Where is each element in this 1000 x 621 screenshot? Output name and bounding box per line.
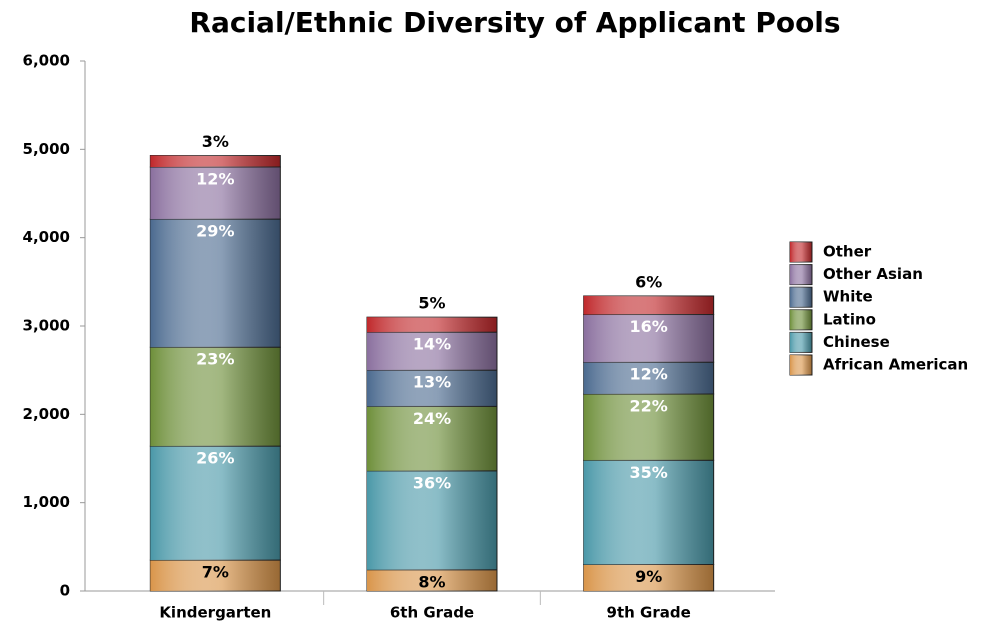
- bar-segment: [149, 155, 281, 168]
- y-tick-label: 6,000: [23, 52, 70, 70]
- data-label: 14%: [413, 335, 451, 354]
- chart-title: Racial/Ethnic Diversity of Applicant Poo…: [189, 6, 840, 39]
- data-label: 12%: [196, 170, 234, 189]
- y-tick-label: 5,000: [23, 140, 70, 158]
- data-label: 29%: [196, 222, 234, 241]
- x-tick-label: 9th Grade: [607, 604, 691, 621]
- x-tick-label: Kindergarten: [159, 604, 271, 621]
- legend-label: Other Asian: [823, 265, 923, 283]
- y-tick-label: 3,000: [23, 317, 70, 335]
- data-label: 23%: [196, 350, 234, 369]
- legend-shade: [790, 309, 812, 330]
- legend-label: White: [823, 288, 873, 306]
- data-label: 6%: [635, 272, 662, 291]
- data-label: 7%: [202, 563, 229, 582]
- data-label: 8%: [418, 572, 445, 591]
- y-tick-label: 2,000: [23, 405, 70, 423]
- y-tick-label: 1,000: [23, 493, 70, 511]
- legend-label: Chinese: [823, 333, 890, 351]
- data-label: 9%: [635, 567, 662, 586]
- data-label: 3%: [202, 132, 229, 151]
- data-label: 13%: [413, 373, 451, 392]
- legend-shade: [790, 287, 812, 308]
- bar-segment: [583, 295, 715, 316]
- data-label: 26%: [196, 449, 234, 468]
- data-label: 22%: [630, 397, 668, 416]
- data-label: 35%: [630, 463, 668, 482]
- legend-label: Other: [823, 243, 872, 261]
- legend-shade: [790, 264, 812, 285]
- legend-shade: [790, 355, 812, 375]
- legend-shade: [790, 242, 812, 262]
- data-label: 36%: [413, 473, 451, 492]
- x-tick-label: 6th Grade: [390, 604, 474, 621]
- legend-label: Latino: [823, 310, 876, 328]
- legend-shade: [790, 332, 812, 353]
- legend-label: African American: [823, 356, 968, 374]
- data-label: 12%: [630, 365, 668, 384]
- bar-segment: [366, 316, 498, 333]
- data-label: 5%: [418, 294, 445, 313]
- data-label: 16%: [630, 317, 668, 336]
- y-tick-label: 0: [60, 582, 70, 600]
- data-label: 24%: [413, 409, 451, 428]
- y-tick-label: 4,000: [23, 228, 70, 246]
